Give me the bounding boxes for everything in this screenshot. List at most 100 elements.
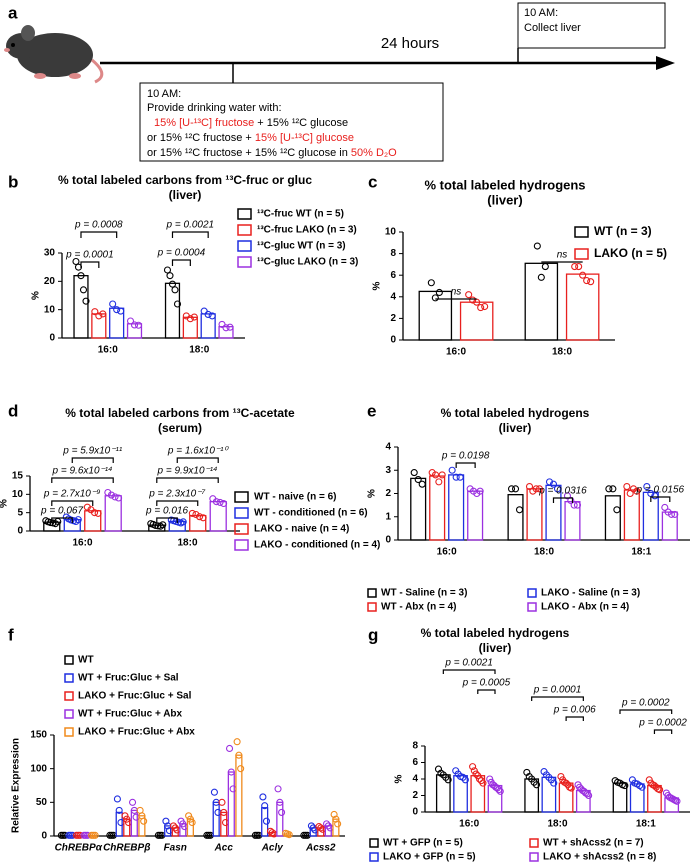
chart: % total labeled hydrogens(liver) 0 2 4 6 8% 16… <box>369 626 690 863</box>
data-point <box>115 494 123 502</box>
x-tick-label: Acly <box>261 843 284 854</box>
data-point <box>567 784 575 792</box>
data-point <box>276 798 284 806</box>
data-point <box>656 786 664 794</box>
legend-label: LAKO - naive (n = 4) <box>254 524 349 535</box>
data-point <box>74 516 82 524</box>
data-point <box>109 300 117 308</box>
significance-bracket <box>80 231 118 238</box>
y-tick-label: 4 <box>390 291 396 302</box>
data-point <box>162 817 170 825</box>
panel-label: e <box>367 401 376 420</box>
chart-subtitle: (serum) <box>158 421 202 435</box>
bar <box>302 834 310 837</box>
data-point <box>511 485 520 493</box>
data-point <box>200 307 208 315</box>
data-point <box>107 491 115 499</box>
data-point <box>195 513 204 521</box>
start-box <box>139 82 444 162</box>
x-tick-label: 16:0 <box>98 345 118 356</box>
significance-bracket <box>71 457 114 463</box>
bar <box>448 474 465 541</box>
legend-label: LAKO - conditioned (n = 4) <box>254 540 380 551</box>
bar <box>186 818 194 837</box>
data-point <box>575 263 583 271</box>
chart-title: % total labeled carbons from ¹³C-acetate <box>65 406 295 420</box>
data-point <box>188 509 196 517</box>
data-point <box>261 802 269 810</box>
bar <box>541 776 557 813</box>
bar <box>109 307 125 339</box>
option-segment: 50% D₂O <box>351 147 397 159</box>
bar <box>218 326 234 339</box>
significance-bracket <box>51 477 114 483</box>
significance-label: p = 9.6x10⁻¹⁴ <box>52 466 113 477</box>
legend-label: WT + shAcss2 (n = 7) <box>543 838 644 849</box>
y-tick-label: 15 <box>12 471 24 482</box>
data-point <box>671 510 679 518</box>
significance-label: p = 0.0156 <box>636 485 685 496</box>
data-point <box>651 492 659 500</box>
option-line: or 15% ¹²C fructose + 15% [U-¹³C] glucos… <box>147 132 354 144</box>
x-tick-label: 18:0 <box>552 347 572 358</box>
data-point <box>410 469 418 477</box>
chart: % total labeled carbons from ¹³C-fruc or… <box>31 173 359 355</box>
data-point <box>456 473 464 481</box>
legend-marker <box>64 655 74 665</box>
significance-label: p = 0.0008 <box>74 220 123 231</box>
significance-bracket <box>176 457 219 463</box>
data-point <box>609 485 617 493</box>
significance-bracket <box>80 261 100 268</box>
legend-label: LAKO - Saline (n = 3) <box>541 588 640 599</box>
significance-bracket <box>171 231 209 238</box>
y-tick-label: 8 <box>412 741 418 752</box>
y-tick-label: 10 <box>44 304 56 315</box>
y-tick-label: 30 <box>44 248 56 259</box>
data-point <box>79 286 88 294</box>
bar <box>148 524 166 532</box>
panel-label: c <box>368 172 377 191</box>
y-tick-label: 0 <box>41 831 47 842</box>
x-tick-label: ChREBPβ <box>103 843 150 854</box>
legend-marker <box>234 539 249 551</box>
data-point <box>633 487 641 495</box>
arrow-head <box>656 56 675 70</box>
data-point <box>134 321 143 329</box>
chart: % total labeled hydrogens(liver) 0 1 2 3 4% 16… <box>367 406 690 613</box>
y-tick-label: 2 <box>390 313 396 324</box>
legend-label: WT (n = 3) <box>594 224 652 238</box>
end-time: 10 AM: <box>524 7 558 19</box>
bar <box>91 313 107 339</box>
significance-label: p = 0.0001 <box>65 250 114 261</box>
data-point <box>226 323 234 331</box>
data-point <box>285 831 293 839</box>
chart-subtitle: (liver) <box>169 188 202 202</box>
data-point <box>111 493 119 501</box>
data-point <box>573 501 582 509</box>
data-point <box>126 317 135 325</box>
bar <box>189 514 207 532</box>
data-point <box>210 788 218 796</box>
data-point <box>495 786 503 794</box>
bar <box>212 801 220 837</box>
data-point <box>475 775 484 783</box>
data-point <box>123 815 131 823</box>
option-segment: or 15% ¹²C fructose + <box>147 132 255 144</box>
legend-marker <box>527 588 537 598</box>
x-tick-label: 16:0 <box>72 538 92 549</box>
data-point <box>186 315 194 323</box>
data-point <box>220 808 228 816</box>
data-point <box>186 815 194 823</box>
data-point <box>262 817 271 825</box>
y-tick-label: 150 <box>30 730 47 741</box>
data-point <box>268 829 276 837</box>
data-point <box>585 791 593 800</box>
data-point <box>77 272 85 280</box>
data-point <box>221 818 230 827</box>
significance-label: p = 0.006 <box>553 705 596 716</box>
bar <box>67 834 75 837</box>
data-point <box>94 509 102 517</box>
data-point <box>220 499 228 508</box>
data-point <box>235 751 243 759</box>
